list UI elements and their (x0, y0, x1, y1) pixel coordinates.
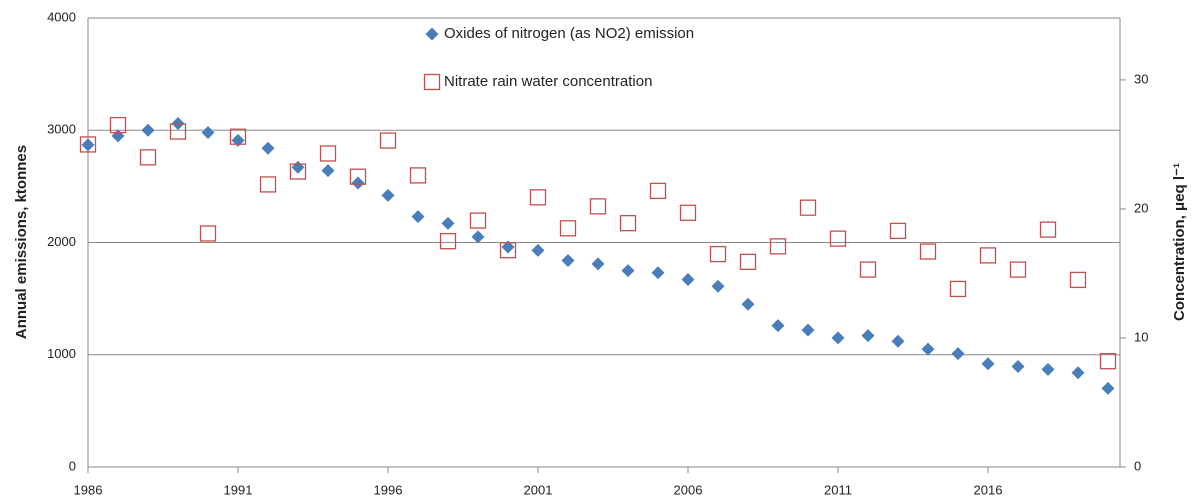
data-point (351, 176, 365, 190)
data-point (79, 136, 97, 153)
legend-marker (423, 73, 441, 91)
y-tick-label: 2000 (47, 234, 76, 249)
data-point (201, 125, 215, 139)
y-tick-label: 1000 (47, 346, 76, 361)
legend-text: Nitrate rain water concentration (444, 73, 652, 90)
data-point (139, 149, 157, 166)
x-tick-label: 2016 (974, 482, 1003, 497)
x-tick-label: 2011 (824, 482, 852, 497)
data-point (889, 222, 907, 240)
data-point (321, 164, 335, 178)
y-axis-title: Annual emissions, ktonnes (13, 145, 30, 339)
data-point (651, 266, 665, 280)
data-point (981, 357, 995, 371)
data-point (741, 297, 755, 311)
data-point (831, 331, 845, 345)
y2-axis-title: Concentration, μeq l⁻¹ (1171, 163, 1188, 321)
data-point (859, 261, 877, 278)
data-point (949, 280, 967, 298)
data-point (921, 342, 935, 356)
data-point (531, 243, 545, 257)
y2-tick-label: 20 (1134, 200, 1148, 215)
data-point (1101, 381, 1115, 395)
x-tick-label: 1986 (74, 482, 103, 497)
data-point (799, 199, 817, 216)
data-point (1009, 261, 1027, 278)
data-point (411, 210, 425, 224)
data-point (81, 138, 95, 152)
data-point (469, 212, 487, 229)
data-point (711, 279, 725, 293)
legend-marker (425, 27, 439, 41)
data-point (891, 334, 905, 348)
data-point (801, 323, 815, 337)
data-point (501, 240, 515, 254)
data-point (739, 253, 757, 271)
data-point (349, 168, 367, 185)
data-point (681, 273, 695, 287)
y2-tick-label: 0 (1134, 458, 1141, 473)
legend-text: Oxides of nitrogen (as NO2) emission (444, 25, 694, 42)
data-point (379, 132, 397, 149)
data-point (1069, 271, 1087, 289)
data-point (951, 347, 965, 361)
data-point (319, 145, 337, 162)
data-point (591, 257, 605, 271)
data-point (619, 214, 637, 232)
data-point (471, 230, 485, 244)
data-point (561, 253, 575, 267)
data-point (259, 176, 277, 193)
data-point (979, 247, 997, 264)
data-point (771, 319, 785, 333)
data-point (649, 182, 667, 200)
data-point (441, 216, 455, 230)
data-point (679, 204, 697, 221)
data-point (1099, 353, 1117, 370)
data-point (169, 123, 187, 140)
y-tick-label: 0 (69, 458, 76, 473)
data-point (261, 141, 275, 155)
data-point (709, 245, 727, 263)
x-tick-label: 1991 (224, 482, 253, 497)
data-point (1039, 221, 1057, 238)
y2-tick-label: 30 (1134, 71, 1148, 86)
data-point (559, 220, 577, 237)
data-point (589, 198, 607, 215)
data-point (291, 160, 305, 174)
data-point (1071, 366, 1085, 380)
data-point (289, 163, 307, 180)
x-tick-label: 2006 (674, 482, 703, 497)
data-point (199, 225, 217, 242)
data-point (109, 116, 127, 134)
y2-tick-label: 10 (1134, 329, 1148, 344)
data-point (111, 129, 125, 143)
data-point (829, 230, 847, 247)
y-tick-label: 4000 (47, 9, 76, 24)
data-point (769, 238, 787, 255)
y-tick-label: 3000 (47, 122, 76, 137)
data-point (621, 264, 635, 278)
data-point (529, 189, 547, 206)
data-point (861, 329, 875, 343)
data-point (229, 128, 247, 145)
x-tick-label: 1996 (374, 482, 403, 497)
data-point (919, 243, 937, 260)
data-point (381, 188, 395, 202)
data-point (231, 133, 245, 147)
data-point (439, 233, 457, 250)
data-point (1011, 360, 1025, 374)
x-tick-label: 2001 (524, 482, 553, 497)
data-point (141, 123, 155, 137)
data-point (499, 242, 517, 259)
data-point (1041, 362, 1055, 376)
data-point (409, 167, 427, 184)
